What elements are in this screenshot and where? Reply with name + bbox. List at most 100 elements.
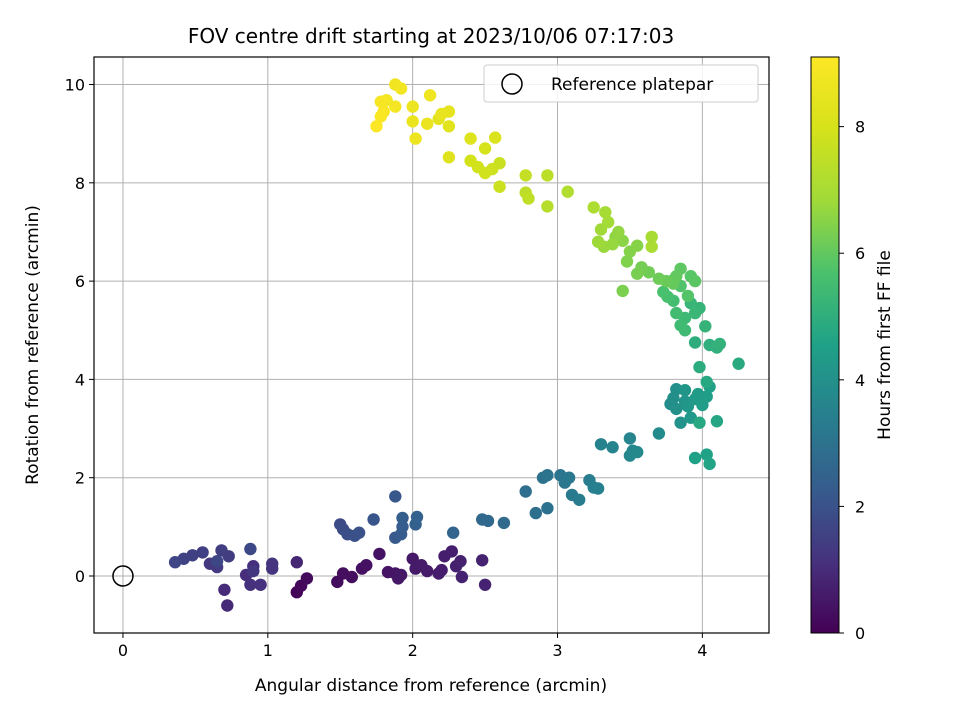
y-tick-label: 6 xyxy=(75,272,85,291)
data-point xyxy=(374,110,387,123)
data-point xyxy=(266,557,279,570)
data-point xyxy=(710,415,724,428)
data-point xyxy=(455,570,469,584)
data-point xyxy=(454,555,467,568)
data-point xyxy=(631,267,644,280)
data-point xyxy=(435,107,448,121)
y-tick-label: 2 xyxy=(75,469,85,488)
data-point xyxy=(406,552,419,565)
y-tick-label: 4 xyxy=(75,370,85,389)
data-point xyxy=(247,564,260,578)
data-point xyxy=(423,89,437,102)
data-point xyxy=(464,132,477,145)
data-point xyxy=(693,416,706,429)
data-point xyxy=(215,544,228,557)
data-point xyxy=(244,578,257,591)
data-point xyxy=(700,375,713,389)
data-point xyxy=(674,416,687,429)
data-point xyxy=(447,526,460,539)
data-point xyxy=(489,131,502,144)
data-point xyxy=(218,583,231,596)
data-point xyxy=(406,115,419,128)
data-point xyxy=(591,235,605,248)
data-point xyxy=(623,432,637,445)
data-point xyxy=(620,255,634,268)
data-point xyxy=(594,438,608,451)
data-point xyxy=(700,390,713,403)
legend-entry: Reference platepar xyxy=(551,75,713,95)
data-point xyxy=(652,427,666,440)
data-point xyxy=(493,180,506,193)
data-point xyxy=(367,513,380,526)
data-point xyxy=(445,545,458,558)
data-point xyxy=(442,151,456,164)
data-point xyxy=(591,482,605,495)
data-point xyxy=(442,120,456,133)
data-point xyxy=(394,82,408,95)
data-point xyxy=(670,306,683,320)
data-point xyxy=(688,274,702,288)
data-point xyxy=(688,451,702,465)
data-point xyxy=(522,192,535,205)
data-point xyxy=(421,117,434,130)
x-tick-label: 2 xyxy=(408,641,418,660)
data-point xyxy=(389,490,402,503)
data-point xyxy=(652,272,666,285)
data-point xyxy=(529,506,542,520)
data-point xyxy=(345,570,358,584)
data-point xyxy=(435,563,448,577)
data-point xyxy=(254,578,267,591)
data-point xyxy=(700,448,713,461)
data-point xyxy=(541,502,554,515)
data-point xyxy=(645,230,658,244)
data-point xyxy=(196,546,209,559)
y-axis-label: Rotation from reference (arcmin) xyxy=(23,205,43,485)
colorbar-ticks: 0 2 4 6 8 xyxy=(839,118,865,643)
colorbar-label: Hours from first FF file xyxy=(875,250,895,440)
data-point xyxy=(374,95,387,108)
data-point xyxy=(389,100,402,113)
data-point xyxy=(464,154,477,167)
colorbar: 0 2 4 6 8 Hours from first FF file xyxy=(810,56,895,643)
colorbar-tick-label: 6 xyxy=(855,244,865,263)
x-axis-ticks: 0 1 2 3 4 xyxy=(118,633,707,660)
data-point xyxy=(703,457,716,471)
data-point xyxy=(541,169,554,182)
legend-box xyxy=(483,64,759,103)
data-point xyxy=(497,516,511,530)
data-point xyxy=(599,206,612,219)
data-point xyxy=(394,568,408,582)
data-point xyxy=(421,564,434,578)
data-point xyxy=(370,120,383,133)
reference-marker xyxy=(112,565,134,587)
legend: Reference platepar xyxy=(483,64,759,103)
data-point xyxy=(210,555,224,568)
data-point xyxy=(573,493,586,506)
data-point xyxy=(732,357,745,370)
data-point xyxy=(562,471,576,484)
y-tick-label: 8 xyxy=(75,174,85,193)
grid xyxy=(94,57,769,633)
colorbar-tick-label: 2 xyxy=(855,497,865,516)
data-point xyxy=(713,337,726,351)
data-point xyxy=(674,319,687,332)
colorbar-gradient xyxy=(810,56,840,634)
data-point xyxy=(561,185,574,198)
data-point xyxy=(606,441,619,454)
data-point xyxy=(519,169,532,182)
data-point xyxy=(290,556,303,569)
data-point xyxy=(681,289,695,303)
colorbar-tick-label: 8 xyxy=(855,118,865,137)
data-point xyxy=(587,201,600,214)
data-point xyxy=(476,554,489,567)
data-point xyxy=(478,142,492,155)
legend-marker xyxy=(501,73,523,95)
data-point xyxy=(221,599,234,612)
reference-point xyxy=(112,565,134,587)
chart-title: FOV centre drift starting at 2023/10/06 … xyxy=(188,24,674,48)
data-point xyxy=(360,559,373,572)
data-point xyxy=(410,510,424,524)
x-tick-label: 1 xyxy=(263,641,273,660)
data-point xyxy=(300,572,314,585)
